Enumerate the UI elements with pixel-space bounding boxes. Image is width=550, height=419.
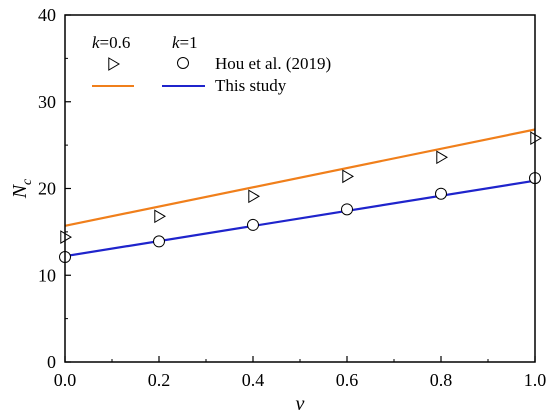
legend-header-k1: k=1 bbox=[172, 33, 198, 52]
series-markers bbox=[59, 131, 542, 264]
x-tick-label: 0.6 bbox=[336, 370, 359, 390]
fit-line-k-1 bbox=[64, 179, 536, 258]
x-tick-label: 0.2 bbox=[148, 370, 171, 390]
x-tick-label: 0.8 bbox=[430, 370, 453, 390]
legend-triangle-marker bbox=[108, 57, 120, 71]
y-axis-title-sub: c bbox=[20, 178, 35, 185]
data-point-k-0-6 bbox=[530, 131, 542, 146]
y-axis-title-main: N bbox=[9, 183, 31, 199]
legend-label-hou: Hou et al. (2019) bbox=[215, 54, 331, 73]
data-point-k-0-6 bbox=[248, 189, 260, 204]
data-point-k-1 bbox=[435, 187, 447, 200]
x-tick-label: 1.0 bbox=[524, 370, 547, 390]
data-point-k-0-6 bbox=[60, 230, 72, 244]
legend-circle-marker bbox=[177, 57, 189, 69]
y-tick-label: 40 bbox=[38, 5, 56, 25]
x-axis-title: v bbox=[296, 393, 305, 415]
svg-text:Nc: Nc bbox=[9, 178, 35, 199]
y-axis-title: Nc bbox=[9, 178, 35, 199]
legend-header-k06: k=0.6 bbox=[92, 33, 130, 52]
y-tick-label: 10 bbox=[38, 265, 56, 285]
data-point-k-0-6 bbox=[342, 169, 354, 184]
series-lines bbox=[64, 128, 536, 258]
y-tick-label: 0 bbox=[47, 352, 56, 372]
x-tick-label: 0.4 bbox=[242, 370, 265, 390]
data-point-k-0-6 bbox=[154, 209, 166, 224]
axis-ticks: 0.0 0.2 0.4 0.6 0.8 1.0 0 10 20 30 40 bbox=[38, 5, 546, 390]
x-tick-label: 0.0 bbox=[54, 370, 77, 390]
data-point-k-1 bbox=[247, 218, 259, 231]
y-tick-label: 20 bbox=[38, 179, 56, 199]
fit-line-k-0-6 bbox=[64, 128, 536, 227]
data-point-k-1 bbox=[341, 203, 353, 216]
legend: k=0.6 k=1 Hou et al. (2019) This study bbox=[92, 33, 331, 95]
y-tick-label: 30 bbox=[38, 92, 56, 112]
legend-label-this-study: This study bbox=[215, 76, 287, 95]
data-point-k-1 bbox=[153, 235, 165, 248]
data-point-k-0-6 bbox=[436, 150, 448, 165]
